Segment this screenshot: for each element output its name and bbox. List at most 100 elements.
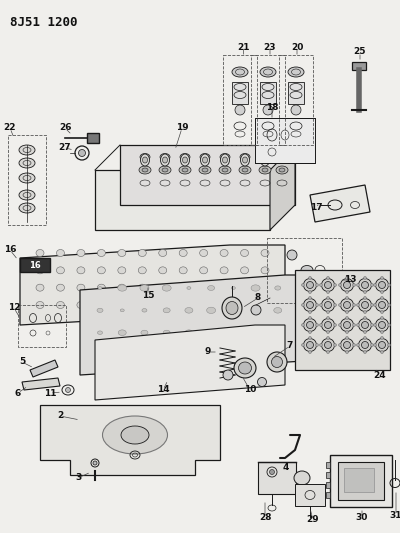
Bar: [326, 492, 330, 498]
Ellipse shape: [340, 279, 354, 292]
Ellipse shape: [121, 426, 149, 444]
Ellipse shape: [275, 353, 280, 357]
Bar: [279, 55, 313, 145]
Ellipse shape: [220, 249, 228, 256]
Bar: [295, 484, 325, 506]
Ellipse shape: [232, 67, 248, 77]
Ellipse shape: [364, 330, 366, 334]
Text: 3: 3: [75, 473, 81, 482]
Ellipse shape: [326, 351, 330, 353]
Ellipse shape: [200, 154, 210, 166]
Text: 2: 2: [57, 411, 63, 421]
Text: 26: 26: [59, 124, 71, 133]
Ellipse shape: [162, 285, 171, 291]
Ellipse shape: [240, 302, 248, 309]
Ellipse shape: [159, 284, 167, 291]
Ellipse shape: [291, 105, 301, 115]
Ellipse shape: [364, 277, 366, 279]
Ellipse shape: [326, 311, 330, 313]
Ellipse shape: [302, 324, 304, 327]
Ellipse shape: [338, 303, 342, 306]
Polygon shape: [270, 145, 295, 230]
Ellipse shape: [102, 416, 168, 454]
Ellipse shape: [306, 281, 314, 288]
Ellipse shape: [308, 290, 312, 294]
Ellipse shape: [97, 249, 105, 256]
Text: 13: 13: [344, 276, 356, 285]
Ellipse shape: [93, 461, 97, 465]
Ellipse shape: [378, 281, 386, 288]
Bar: [18, 305, 66, 347]
Text: 23: 23: [264, 43, 276, 52]
Ellipse shape: [229, 352, 238, 358]
Ellipse shape: [356, 303, 360, 306]
Ellipse shape: [179, 302, 187, 309]
Ellipse shape: [306, 342, 314, 349]
Ellipse shape: [159, 302, 167, 309]
Ellipse shape: [322, 298, 334, 311]
Ellipse shape: [340, 338, 354, 351]
Ellipse shape: [322, 338, 334, 351]
Ellipse shape: [118, 285, 127, 291]
Bar: [258, 462, 296, 494]
Ellipse shape: [304, 319, 316, 332]
Ellipse shape: [219, 166, 231, 174]
Ellipse shape: [220, 284, 228, 291]
Ellipse shape: [296, 352, 304, 358]
Ellipse shape: [56, 249, 64, 256]
Ellipse shape: [19, 203, 35, 213]
Ellipse shape: [97, 353, 103, 357]
Ellipse shape: [346, 317, 348, 319]
Ellipse shape: [142, 309, 147, 312]
Ellipse shape: [179, 249, 187, 256]
Text: 18: 18: [266, 102, 278, 111]
Polygon shape: [120, 145, 295, 205]
Ellipse shape: [235, 105, 245, 115]
Ellipse shape: [352, 324, 356, 327]
Ellipse shape: [362, 342, 368, 349]
Ellipse shape: [97, 267, 105, 274]
Ellipse shape: [118, 284, 126, 291]
Text: 20: 20: [291, 43, 303, 52]
Ellipse shape: [240, 154, 250, 166]
Polygon shape: [295, 270, 390, 370]
Ellipse shape: [36, 284, 44, 291]
Ellipse shape: [376, 338, 388, 351]
Ellipse shape: [352, 284, 356, 287]
Ellipse shape: [316, 343, 318, 346]
Ellipse shape: [140, 154, 150, 160]
Ellipse shape: [159, 249, 167, 256]
Ellipse shape: [302, 303, 304, 306]
Ellipse shape: [220, 267, 228, 274]
Text: 15: 15: [142, 290, 154, 300]
Ellipse shape: [200, 284, 208, 291]
Ellipse shape: [276, 332, 280, 334]
Ellipse shape: [226, 302, 238, 314]
Ellipse shape: [388, 284, 390, 287]
Ellipse shape: [98, 331, 102, 334]
Ellipse shape: [222, 297, 242, 319]
Ellipse shape: [388, 324, 390, 327]
Ellipse shape: [275, 286, 281, 290]
Ellipse shape: [302, 284, 304, 287]
Ellipse shape: [139, 166, 151, 174]
Bar: [326, 462, 330, 468]
Ellipse shape: [200, 267, 208, 274]
Bar: [352, 62, 366, 70]
Ellipse shape: [270, 470, 274, 474]
Bar: [267, 238, 342, 303]
Ellipse shape: [185, 308, 193, 313]
Ellipse shape: [222, 168, 228, 172]
Ellipse shape: [326, 296, 330, 300]
Ellipse shape: [207, 307, 216, 313]
Polygon shape: [30, 360, 58, 377]
Ellipse shape: [56, 267, 64, 274]
Ellipse shape: [187, 287, 191, 289]
Text: 30: 30: [356, 513, 368, 522]
Ellipse shape: [326, 290, 330, 294]
Ellipse shape: [162, 157, 168, 163]
Ellipse shape: [344, 321, 350, 328]
Ellipse shape: [326, 317, 330, 319]
Ellipse shape: [97, 284, 105, 291]
Ellipse shape: [380, 290, 384, 294]
